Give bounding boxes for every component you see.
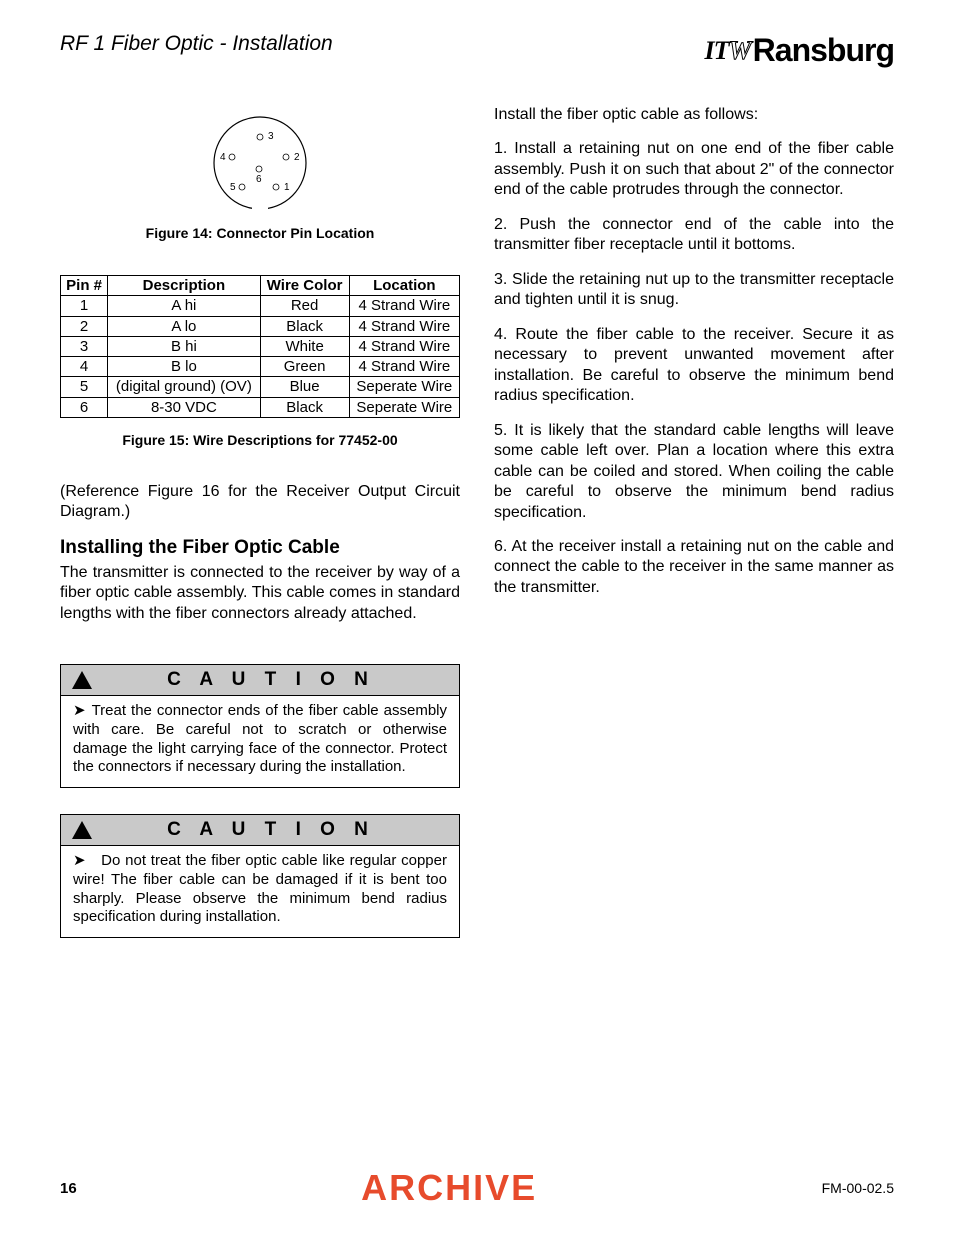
bullet-arrow-icon: ➤ bbox=[73, 852, 86, 871]
caution-header: C A U T I O N bbox=[61, 815, 459, 846]
table-row: 4B loGreen4 Strand Wire bbox=[61, 357, 460, 377]
table-row: 68-30 VDCBlackSeperate Wire bbox=[61, 397, 460, 417]
table-row: 2A loBlack4 Strand Wire bbox=[61, 316, 460, 336]
table-cell: Red bbox=[260, 296, 349, 316]
table-header: Wire Color bbox=[260, 276, 349, 296]
table-cell: A hi bbox=[108, 296, 260, 316]
table-cell: 6 bbox=[61, 397, 108, 417]
table-cell: Seperate Wire bbox=[349, 397, 459, 417]
table-row: 5(digital ground) (OV)BlueSeperate Wire bbox=[61, 377, 460, 397]
wire-table: Pin #DescriptionWire ColorLocation 1A hi… bbox=[60, 275, 460, 418]
install-step: 2. Push the connector end of the cable i… bbox=[494, 215, 894, 256]
table-cell: 4 Strand Wire bbox=[349, 316, 459, 336]
section-intro: The transmitter is connected to the rece… bbox=[60, 563, 460, 624]
table-cell: Black bbox=[260, 316, 349, 336]
install-step: 1. Install a retaining nut on one end of… bbox=[494, 139, 894, 200]
caution-box-2: C A U T I O N ➤ Do not treat the fiber o… bbox=[60, 814, 460, 938]
brand-name: Ransburg bbox=[753, 32, 894, 69]
page-footer: 16 ARCHIVE FM-00-02.5 bbox=[60, 1167, 894, 1209]
svg-text:3: 3 bbox=[268, 131, 274, 142]
table-cell: B lo bbox=[108, 357, 260, 377]
table-cell: Black bbox=[260, 397, 349, 417]
table-cell: 4 Strand Wire bbox=[349, 336, 459, 356]
table-cell: 4 Strand Wire bbox=[349, 357, 459, 377]
table-cell: 2 bbox=[61, 316, 108, 336]
table-header: Description bbox=[108, 276, 260, 296]
svg-text:1: 1 bbox=[284, 182, 290, 193]
warning-triangle-icon bbox=[71, 670, 93, 690]
brand-logo: ITW Ransburg bbox=[705, 32, 894, 69]
svg-text:5: 5 bbox=[230, 182, 236, 193]
section-heading: Installing the Fiber Optic Cable bbox=[60, 537, 460, 559]
archive-watermark: ARCHIVE bbox=[361, 1167, 537, 1209]
caution-body: ➤Treat the connector ends of the fiber c… bbox=[61, 696, 459, 787]
bullet-arrow-icon: ➤ bbox=[73, 702, 86, 721]
content-columns: 123456 Figure 14: Connector Pin Location… bbox=[60, 105, 894, 938]
reference-note: (Reference Figure 16 for the Receiver Ou… bbox=[60, 482, 460, 523]
table-cell: 1 bbox=[61, 296, 108, 316]
table-cell: 3 bbox=[61, 336, 108, 356]
table-cell: B hi bbox=[108, 336, 260, 356]
table-cell: Green bbox=[260, 357, 349, 377]
caution-box-1: C A U T I O N ➤Treat the connector ends … bbox=[60, 664, 460, 788]
caution-body: ➤ Do not treat the fiber optic cable lik… bbox=[61, 846, 459, 937]
table-cell: 5 bbox=[61, 377, 108, 397]
document-id: FM-00-02.5 bbox=[822, 1180, 894, 1196]
right-column: Install the fiber optic cable as follows… bbox=[494, 105, 894, 938]
table-cell: 4 Strand Wire bbox=[349, 296, 459, 316]
install-step: 4. Route the fiber cable to the receiver… bbox=[494, 325, 894, 407]
table-row: 3B hiWhite4 Strand Wire bbox=[61, 336, 460, 356]
install-step: 6. At the receiver install a retaining n… bbox=[494, 537, 894, 598]
install-intro: Install the fiber optic cable as follows… bbox=[494, 105, 894, 125]
figure14-caption: Figure 14: Connector Pin Location bbox=[60, 225, 460, 241]
warning-triangle-icon bbox=[71, 820, 93, 840]
table-cell: Blue bbox=[260, 377, 349, 397]
install-step: 5. It is likely that the standard cable … bbox=[494, 421, 894, 523]
table-header: Location bbox=[349, 276, 459, 296]
caution-title: C A U T I O N bbox=[111, 669, 449, 691]
page-number: 16 bbox=[60, 1180, 77, 1197]
svg-text:2: 2 bbox=[294, 152, 300, 163]
table-row: 1A hiRed4 Strand Wire bbox=[61, 296, 460, 316]
caution-title: C A U T I O N bbox=[111, 819, 449, 841]
table-cell: White bbox=[260, 336, 349, 356]
caution-header: C A U T I O N bbox=[61, 665, 459, 696]
brand-prefix: ITW bbox=[705, 36, 751, 66]
connector-diagram: 1 2 3 4 5 6 bbox=[208, 111, 312, 215]
page-header: RF 1 Fiber Optic - Installation ITW Rans… bbox=[60, 32, 894, 69]
svg-text:6: 6 bbox=[256, 174, 262, 185]
table-cell: 4 bbox=[61, 357, 108, 377]
svg-text:4: 4 bbox=[220, 152, 226, 163]
left-column: 123456 Figure 14: Connector Pin Location… bbox=[60, 105, 460, 938]
table-cell: 8-30 VDC bbox=[108, 397, 260, 417]
table-cell: (digital ground) (OV) bbox=[108, 377, 260, 397]
figure15-caption: Figure 15: Wire Descriptions for 77452-0… bbox=[60, 432, 460, 448]
table-header: Pin # bbox=[61, 276, 108, 296]
table-cell: A lo bbox=[108, 316, 260, 336]
install-step: 3. Slide the retaining nut up to the tra… bbox=[494, 270, 894, 311]
table-cell: Seperate Wire bbox=[349, 377, 459, 397]
doc-title: RF 1 Fiber Optic - Installation bbox=[60, 32, 333, 56]
